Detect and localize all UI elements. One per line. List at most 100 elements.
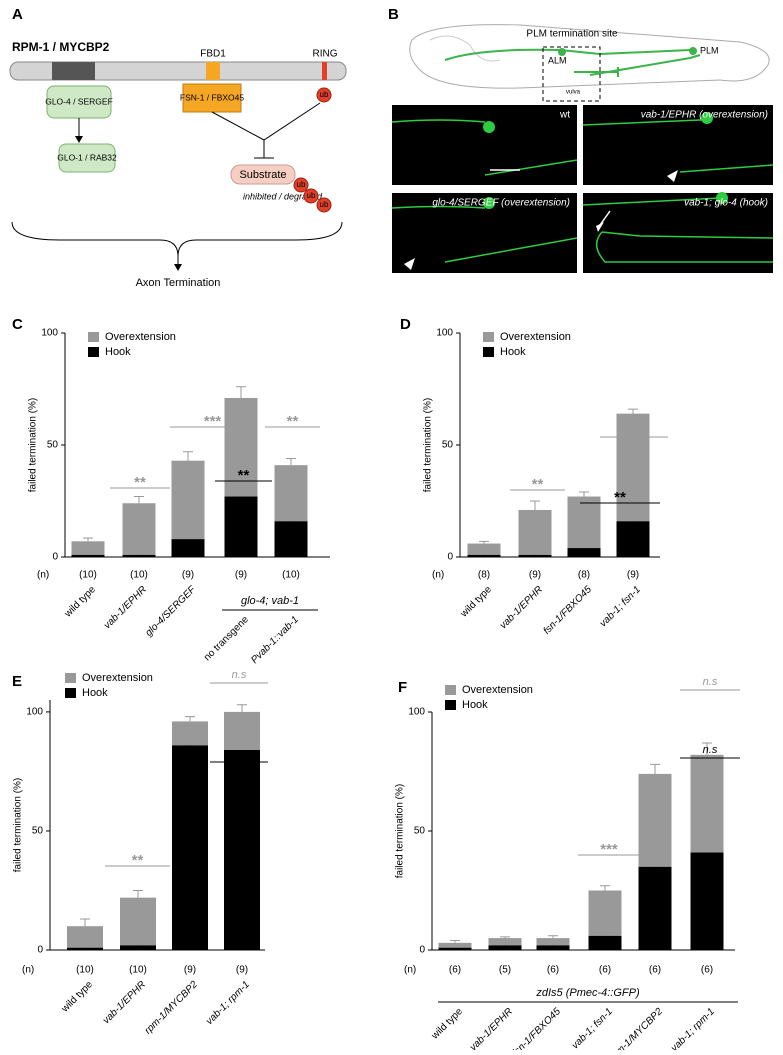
panel-label: E — [12, 673, 22, 690]
n-value: (9) — [236, 965, 248, 976]
y-axis-label: failed termination (%) — [395, 784, 406, 878]
significance-label: ** — [132, 852, 144, 869]
n-value: (6) — [649, 965, 661, 976]
highlight-box — [542, 46, 601, 102]
y-tick-label: 100 — [408, 707, 425, 718]
bar-segment — [120, 945, 156, 950]
significance-label: n.s — [232, 748, 247, 760]
y-axis-label: failed termination (%) — [13, 778, 24, 872]
error-bar — [83, 537, 93, 542]
bar-segment — [616, 521, 650, 557]
bar-segment — [224, 750, 260, 950]
x-tick-label: fsn-1/FBXO45 — [510, 1006, 563, 1050]
arrowhead-marker — [404, 258, 415, 270]
y-tick-label: 100 — [436, 328, 453, 339]
error-bar — [286, 457, 296, 466]
legend-label: Hook — [82, 687, 108, 699]
bar-segment — [224, 397, 258, 497]
y-tick-label: 50 — [47, 440, 59, 451]
significance-label: *** — [204, 413, 222, 430]
n-value: (8) — [578, 570, 590, 581]
x-tick-label: glo-4/SERGEF — [143, 584, 198, 639]
bar-segment — [690, 852, 724, 950]
arrowhead — [174, 264, 182, 271]
bar-segment — [172, 721, 208, 746]
bar-segment — [638, 773, 672, 867]
bar-segment — [567, 548, 601, 557]
node-label: GLO-1 / RAB32 — [57, 152, 117, 162]
legend-swatch — [483, 332, 494, 342]
legend-swatch — [88, 347, 99, 357]
ub-icon — [293, 177, 309, 193]
x-tick-label: wild type — [59, 979, 95, 1015]
bar-segment — [438, 942, 472, 948]
legend-swatch — [445, 685, 456, 695]
bar-segment — [567, 496, 601, 549]
y-tick-label: 50 — [414, 826, 426, 837]
protein-title: RPM-1 / MYCBP2 — [12, 40, 110, 54]
n-value: (5) — [499, 965, 511, 976]
bar-segment — [71, 541, 105, 555]
panel-label: D — [400, 316, 411, 333]
n-label: (n) — [22, 965, 34, 976]
cell-body — [558, 48, 566, 56]
micrograph — [392, 105, 577, 185]
error-bar — [134, 496, 144, 504]
bar-segment — [224, 711, 260, 750]
group-label: zdIs5 (Pmec-4::GFP) — [535, 987, 640, 999]
bar-segment — [224, 496, 258, 557]
error-bar — [600, 885, 610, 891]
y-tick-label: 100 — [26, 707, 43, 718]
bar-segment — [467, 543, 501, 555]
error-bar — [450, 939, 460, 943]
y-tick-label: 50 — [442, 440, 454, 451]
legend-label: Overextension — [105, 331, 176, 343]
x-tick-label: Pvab-1::vab-1 — [249, 614, 301, 666]
x-tick-label: vab-1; fsn-1 — [570, 1006, 615, 1050]
bar-segment — [488, 938, 522, 946]
y-tick-label: 0 — [52, 552, 58, 563]
worm-outline — [429, 35, 501, 62]
significance-label: ** — [238, 467, 250, 484]
arrowhead-marker — [667, 170, 678, 182]
arrow-marker — [599, 210, 611, 226]
vulva-label: vulva — [566, 90, 581, 96]
cell-body — [483, 197, 495, 209]
ub-label: ub — [320, 90, 329, 99]
substrate-label: Substrate — [239, 169, 286, 181]
bar-segment — [438, 947, 472, 950]
legend-swatch — [483, 347, 494, 357]
micrograph-label: vab-1; glo-4 (hook) — [684, 198, 768, 209]
domain-label: FBD1 — [200, 49, 226, 60]
bar-segment — [172, 745, 208, 950]
ub-label: ub — [307, 191, 316, 200]
panel-label: A — [12, 6, 23, 23]
y-axis-label: failed termination (%) — [423, 398, 434, 492]
bar-segment — [171, 539, 205, 557]
ub-icon — [303, 188, 319, 204]
neuron — [589, 54, 701, 76]
error-bar — [479, 540, 489, 544]
bar-segment — [588, 890, 622, 936]
significance-label: ** — [614, 489, 626, 506]
x-tick-label: vab-1/EPHR — [101, 979, 148, 1026]
legend-label: Hook — [105, 346, 131, 358]
x-tick-label: no transgene — [202, 614, 251, 663]
bar-segment — [536, 945, 570, 950]
domain — [322, 62, 327, 80]
x-tick-label: wild type — [62, 584, 98, 620]
bar-segment — [171, 460, 205, 540]
neuron — [582, 197, 774, 263]
bar-segment — [274, 465, 308, 522]
legend-label: Overextension — [82, 672, 153, 684]
error-bar — [500, 936, 510, 939]
error-bar — [530, 500, 540, 510]
outcome: Axon Termination — [136, 277, 221, 289]
y-tick-label: 50 — [32, 826, 44, 837]
cell-label: PLM — [700, 45, 719, 55]
legend-label: Overextension — [500, 331, 571, 343]
x-tick-label: rpm-1/MYCBP2 — [143, 979, 201, 1037]
n-label: (n) — [432, 570, 444, 581]
